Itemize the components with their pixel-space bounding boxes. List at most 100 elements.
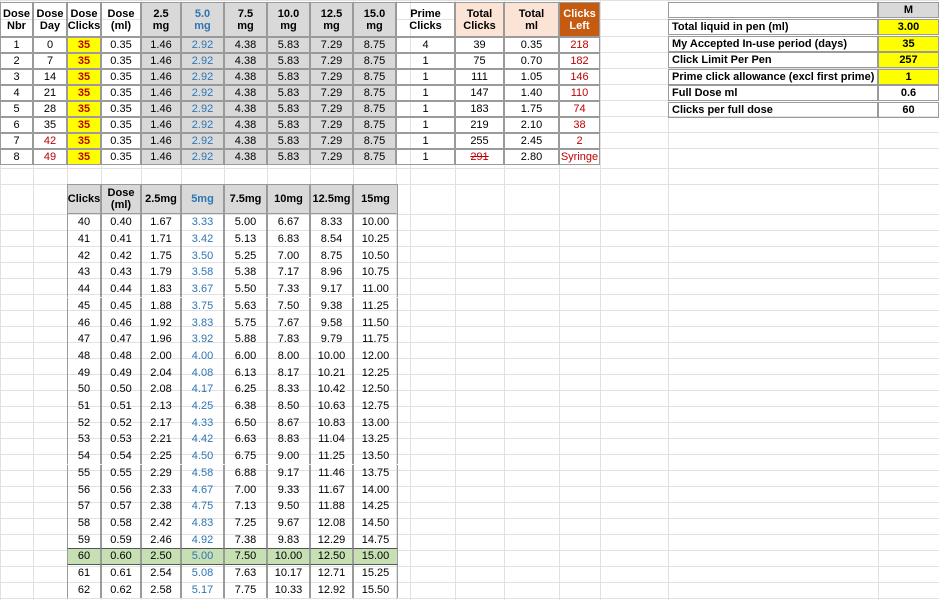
header-dose-ml[interactable]: Dose (ml) [101, 2, 141, 37]
total-ml-cell[interactable]: 1.40 [504, 85, 559, 101]
dose-ml-cell[interactable]: 0.51 [101, 397, 141, 415]
mg-12-5-cell[interactable]: 11.25 [310, 447, 353, 465]
clicks-left-cell[interactable]: 38 [559, 117, 600, 133]
mg-5-0-cell[interactable]: 2.92 [181, 101, 224, 117]
dose-ml-cell[interactable]: 0.61 [101, 564, 141, 582]
mg-12-5-cell[interactable]: 8.96 [310, 264, 353, 281]
mg-2-5-cell[interactable]: 1.46 [141, 69, 181, 85]
mg-5-cell[interactable]: 3.50 [181, 247, 224, 265]
mg-5-cell[interactable]: 4.83 [181, 514, 224, 532]
mg-15-cell[interactable]: 11.75 [353, 330, 398, 348]
mg-2-5-cell[interactable]: 1.67 [141, 214, 181, 231]
mg-7-5-cell[interactable]: 7.38 [224, 531, 267, 548]
mg-7-5-cell[interactable]: 6.00 [224, 347, 267, 365]
header-total-ml[interactable]: Total ml [504, 2, 559, 37]
clicks-left-cell[interactable]: 182 [559, 53, 600, 69]
dose-ml-cell[interactable]: 0.49 [101, 364, 141, 381]
mg-5-cell[interactable]: 4.58 [181, 464, 224, 482]
dose-ml-cell[interactable]: 0.46 [101, 314, 141, 331]
mg-10-cell[interactable]: 6.67 [267, 214, 310, 231]
mg-7-5-cell[interactable]: 6.63 [224, 431, 267, 448]
clicks-cell[interactable]: 53 [67, 431, 101, 448]
clicks-cell[interactable]: 52 [67, 414, 101, 432]
mg-10-cell[interactable]: 9.67 [267, 514, 310, 532]
clicks-left-cell[interactable]: 2 [559, 133, 600, 149]
mg-10-cell[interactable]: 8.67 [267, 414, 310, 432]
mg-2-5-cell[interactable]: 1.46 [141, 149, 181, 165]
prime-clicks-cell[interactable]: 1 [396, 149, 455, 165]
total-clicks-cell[interactable]: 219 [455, 117, 504, 133]
mg-10-cell[interactable]: 7.50 [267, 297, 310, 315]
mg-10-cell[interactable]: 10.00 [267, 548, 310, 565]
header-mg-10[interactable]: 10mg [267, 184, 310, 214]
clicks-cell[interactable]: 55 [67, 464, 101, 482]
mg-10-0-cell[interactable]: 5.83 [267, 85, 310, 101]
total-ml-cell[interactable]: 2.45 [504, 133, 559, 149]
header-dose-clicks[interactable]: Dose Clicks [67, 2, 101, 37]
mg-7-5-cell[interactable]: 7.00 [224, 481, 267, 498]
mg-5-cell[interactable]: 4.42 [181, 431, 224, 448]
mg-5-cell[interactable]: 3.75 [181, 297, 224, 315]
mg-10-0-cell[interactable]: 5.83 [267, 37, 310, 53]
dose-ml-cell[interactable]: 0.35 [101, 53, 141, 69]
total-clicks-cell[interactable]: 291 [455, 149, 504, 165]
dose-clicks-cell[interactable]: 35 [67, 53, 101, 69]
dose-ml-cell[interactable]: 0.56 [101, 481, 141, 498]
dose-ml-cell[interactable]: 0.42 [101, 247, 141, 265]
mg-5-cell[interactable]: 4.67 [181, 481, 224, 498]
setting-value[interactable]: 257 [878, 52, 939, 68]
header-dose-day[interactable]: Dose Day [33, 2, 67, 37]
total-clicks-cell[interactable]: 183 [455, 101, 504, 117]
mg-10-cell[interactable]: 8.17 [267, 364, 310, 381]
mg-10-cell[interactable]: 7.33 [267, 280, 310, 298]
dose-ml-cell[interactable]: 0.35 [101, 101, 141, 117]
mg-2-5-cell[interactable]: 1.96 [141, 330, 181, 348]
mg-12-5-cell[interactable]: 7.29 [310, 53, 353, 69]
header-dose-ml[interactable]: Dose (ml) [101, 184, 141, 214]
setting-value[interactable]: 0.6 [878, 85, 939, 101]
mg-15-cell[interactable]: 14.50 [353, 514, 398, 532]
mg-7-5-cell[interactable]: 7.13 [224, 497, 267, 515]
mg-7-5-cell[interactable]: 5.38 [224, 264, 267, 281]
mg-10-0-cell[interactable]: 5.83 [267, 133, 310, 149]
header-mg-2-5[interactable]: 2.5mg [141, 184, 181, 214]
mg-10-cell[interactable]: 6.83 [267, 230, 310, 248]
mg-2-5-cell[interactable]: 1.46 [141, 37, 181, 53]
mg-5-cell[interactable]: 3.83 [181, 314, 224, 331]
dose-ml-cell[interactable]: 0.35 [101, 85, 141, 101]
total-ml-cell[interactable]: 1.75 [504, 101, 559, 117]
mg-7-5-cell[interactable]: 4.38 [224, 101, 267, 117]
mg-7-5-cell[interactable]: 5.50 [224, 280, 267, 298]
mg-12-5-cell[interactable]: 10.83 [310, 414, 353, 432]
mg-5-cell[interactable]: 4.75 [181, 497, 224, 515]
total-ml-cell[interactable]: 0.35 [504, 37, 559, 53]
mg-10-cell[interactable]: 8.00 [267, 347, 310, 365]
mg-5-cell[interactable]: 4.50 [181, 447, 224, 465]
mg-5-0-cell[interactable]: 2.92 [181, 117, 224, 133]
mg-10-cell[interactable]: 10.33 [267, 581, 310, 599]
mg-2-5-cell[interactable]: 2.33 [141, 481, 181, 498]
mg-5-0-cell[interactable]: 2.92 [181, 69, 224, 85]
mg-7-5-cell[interactable]: 4.38 [224, 69, 267, 85]
mg-2-5-cell[interactable]: 2.46 [141, 531, 181, 548]
header-mg-10-0[interactable]: 10.0 mg [267, 2, 310, 37]
mg-10-cell[interactable]: 9.33 [267, 481, 310, 498]
dose-ml-cell[interactable]: 0.57 [101, 497, 141, 515]
mg-12-5-cell[interactable]: 7.29 [310, 117, 353, 133]
mg-15-cell[interactable]: 15.00 [353, 548, 398, 565]
mg-12-5-cell[interactable]: 9.38 [310, 297, 353, 315]
dose-clicks-cell[interactable]: 35 [67, 101, 101, 117]
dose-ml-cell[interactable]: 0.54 [101, 447, 141, 465]
mg-7-5-cell[interactable]: 5.88 [224, 330, 267, 348]
mg-15-cell[interactable]: 13.50 [353, 447, 398, 465]
mg-12-5-cell[interactable]: 11.46 [310, 464, 353, 482]
mg-5-cell[interactable]: 4.92 [181, 531, 224, 548]
mg-7-5-cell[interactable]: 5.00 [224, 214, 267, 231]
mg-2-5-cell[interactable]: 2.25 [141, 447, 181, 465]
clicks-cell[interactable]: 45 [67, 297, 101, 315]
dose-ml-cell[interactable]: 0.50 [101, 381, 141, 398]
mg-2-5-cell[interactable]: 2.29 [141, 464, 181, 482]
mg-2-5-cell[interactable]: 1.46 [141, 101, 181, 117]
setting-label[interactable]: Clicks per full dose [668, 101, 878, 118]
mg-5-cell[interactable]: 3.42 [181, 230, 224, 248]
